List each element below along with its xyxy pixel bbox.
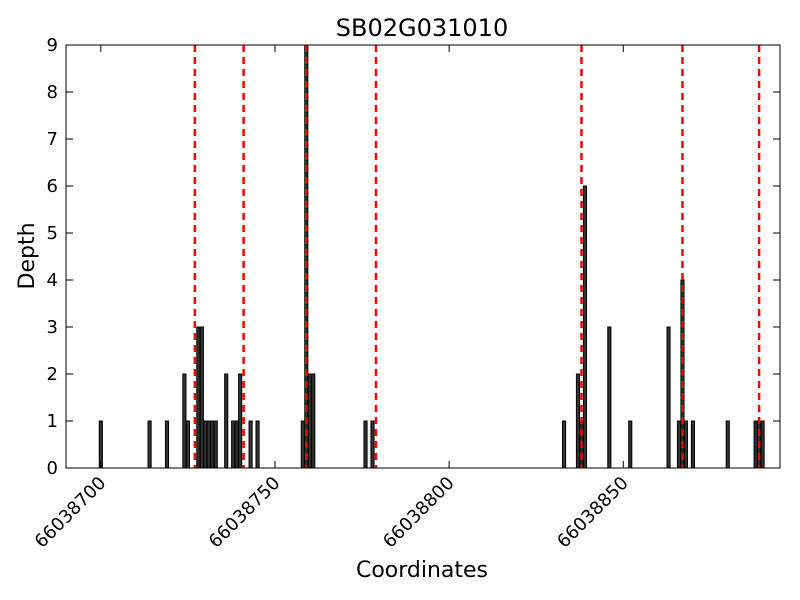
x-axis-label: Coordinates (356, 558, 488, 583)
bar (307, 373, 312, 469)
y-tick-label: 2 (47, 364, 58, 385)
bar (199, 326, 204, 469)
bar (753, 420, 758, 469)
y-tick-label: 1 (47, 411, 58, 432)
bar (203, 420, 208, 469)
bar (561, 420, 567, 469)
y-tick-label: 9 (47, 35, 58, 56)
x-tick-label: 66038850 (553, 473, 633, 553)
bar (607, 326, 612, 469)
y-axis: 0 1 2 3 4 5 6 7 8 9 (47, 35, 780, 479)
bar (206, 420, 211, 469)
bar (213, 420, 218, 469)
y-tick-label: 7 (47, 129, 58, 150)
y-axis-label: Depth (15, 222, 40, 289)
bar (690, 420, 695, 469)
bar (575, 373, 581, 469)
bar (231, 420, 236, 469)
bar (683, 420, 689, 469)
plot-frame (65, 44, 781, 469)
bar (676, 420, 682, 469)
bar (182, 373, 187, 469)
bar (300, 420, 305, 469)
bar (760, 420, 765, 469)
bar (185, 420, 190, 469)
x-tick-label: 66038750 (205, 473, 285, 553)
bar (370, 420, 375, 469)
y-tick-label: 0 (47, 458, 58, 479)
bar (98, 420, 103, 469)
bar (234, 420, 239, 469)
bars-group (98, 44, 765, 469)
bar (164, 420, 170, 469)
bar (255, 420, 260, 469)
y-tick-label: 3 (47, 317, 58, 338)
bar (238, 373, 243, 469)
bar (311, 373, 316, 469)
bar (582, 185, 588, 469)
x-axis: 66038700 66038750 66038800 66038850 (31, 45, 633, 552)
chart-title: SB02G031010 (336, 14, 508, 42)
y-tick-label: 4 (47, 270, 58, 291)
y-tick-label: 6 (47, 176, 58, 197)
bar (224, 373, 229, 469)
x-tick-label: 66038700 (31, 473, 111, 553)
bar (210, 420, 215, 469)
bar (196, 326, 201, 469)
dashed-lines-group (193, 45, 761, 468)
bar (363, 420, 368, 469)
y-tick-label: 8 (47, 82, 58, 103)
bar (628, 420, 633, 469)
bar (248, 420, 253, 469)
bar (666, 326, 671, 469)
y-tick-label: 5 (47, 223, 58, 244)
bar (147, 420, 152, 469)
x-tick-label: 66038800 (379, 473, 459, 553)
bar (725, 420, 730, 469)
